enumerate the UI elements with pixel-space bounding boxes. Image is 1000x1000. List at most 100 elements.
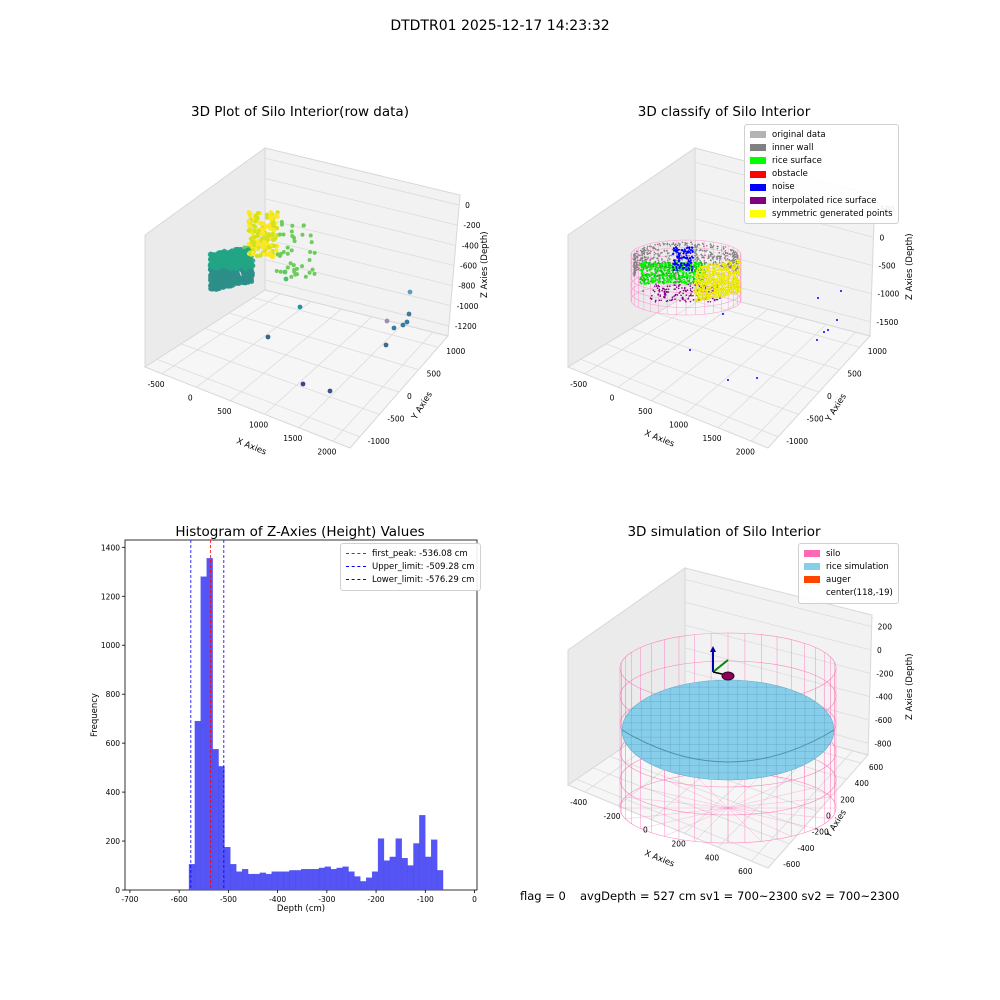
depth-info-text: avgDepth = 527 cm sv1 = 700~2300 sv2 = 7… bbox=[580, 889, 900, 903]
histogram-bar bbox=[425, 856, 432, 891]
chart-z-tick: -800 bbox=[874, 739, 891, 748]
chart3-y-tick: 800 bbox=[106, 690, 121, 699]
chart2-noise-point bbox=[689, 349, 691, 351]
chart-y-tick: 600 bbox=[869, 763, 884, 772]
chart1-x-label: X Axies bbox=[235, 437, 268, 458]
chart2-noise-point bbox=[840, 290, 842, 292]
chart3-y-tick: 1000 bbox=[101, 641, 120, 650]
chart-x-tick: -400 bbox=[570, 798, 587, 807]
histogram-bar bbox=[194, 720, 201, 891]
chart4-legend-entry: center(118,-19) bbox=[804, 587, 893, 600]
histogram-bar bbox=[336, 867, 343, 891]
chart1-y-ticks: -1000 -500 0 500 1000 bbox=[368, 347, 466, 446]
histogram-bar bbox=[242, 869, 249, 891]
chart4-x-ticks: -400 -200 0 200 400 600 bbox=[570, 798, 753, 876]
chart2-legend-entry: symmetric generated points bbox=[750, 207, 893, 220]
legend-label: auger bbox=[826, 574, 851, 585]
chart-x-tick: -500 bbox=[570, 380, 587, 389]
histogram-bar bbox=[212, 749, 219, 891]
chart2-x-ticks: -500 0 500 1000 1500 2000 bbox=[570, 380, 755, 457]
chart-x-tick: -500 bbox=[148, 380, 165, 389]
legend-swatch bbox=[750, 157, 766, 165]
histogram-bar bbox=[277, 871, 284, 891]
chart-x-tick: 2000 bbox=[317, 447, 336, 456]
chart-x-tick: 600 bbox=[738, 867, 753, 876]
chart3-x-tick: -200 bbox=[368, 895, 385, 904]
chart3-plot: -700 -600 -500 -400 -300 -200 -100 0 0 200 400 600… bbox=[90, 539, 478, 914]
chart2-legend-entry: original data bbox=[750, 128, 893, 141]
chart3-y-tick: 1400 bbox=[101, 543, 120, 552]
chart-z-tick: 200 bbox=[878, 623, 893, 632]
chart3-x-tick: -600 bbox=[171, 895, 188, 904]
chart2-legend: original data inner wall rice surface obsta… bbox=[744, 124, 899, 225]
chart-z-tick: -800 bbox=[458, 282, 475, 291]
chart-y-tick: -600 bbox=[783, 860, 800, 869]
legend-line-swatch bbox=[346, 553, 366, 555]
legend-label: original data bbox=[772, 129, 826, 140]
chart3-y-tick: 400 bbox=[106, 788, 121, 797]
chart-z-tick: -400 bbox=[876, 693, 893, 702]
histogram-bar bbox=[401, 858, 408, 891]
chart-x-tick: 1000 bbox=[249, 420, 268, 429]
histogram-bar bbox=[259, 872, 266, 891]
chart4-legend-entry: silo bbox=[804, 547, 893, 560]
chart-z-tick: 0 bbox=[465, 201, 470, 210]
chart-x-tick: 0 bbox=[643, 826, 648, 835]
histogram-bar bbox=[318, 867, 326, 891]
chart3-x-tick: -300 bbox=[318, 895, 335, 904]
legend-swatch bbox=[750, 183, 766, 191]
chart2-noise-point bbox=[756, 377, 758, 379]
chart-x-tick: 500 bbox=[638, 407, 653, 416]
histogram-bar bbox=[224, 847, 231, 891]
chart1-y-label: Y Axies bbox=[410, 390, 436, 423]
chart-y-tick: -1000 bbox=[368, 437, 390, 446]
histogram-bar bbox=[371, 871, 379, 891]
legend-label: symmetric generated points bbox=[772, 208, 893, 219]
chart3-x-label: Depth (cm) bbox=[277, 904, 325, 914]
histogram-bar bbox=[330, 869, 337, 891]
histogram-bar bbox=[360, 881, 367, 891]
chart2-legend-entry: inner wall bbox=[750, 141, 893, 154]
legend-label: first_peak: -536.08 cm bbox=[372, 548, 468, 559]
chart-x-tick: 500 bbox=[217, 407, 232, 416]
histogram-bar bbox=[395, 838, 402, 891]
chart1-point bbox=[404, 319, 410, 325]
legend-swatch bbox=[804, 590, 820, 597]
histogram-bar bbox=[206, 558, 213, 891]
histogram-bar bbox=[265, 873, 272, 891]
chart3-x-tick: -400 bbox=[269, 895, 286, 904]
histogram-bar bbox=[307, 869, 314, 891]
histogram-bar bbox=[354, 876, 361, 891]
chart-y-tick: 1000 bbox=[446, 347, 465, 356]
legend-label: rice surface bbox=[772, 155, 822, 166]
chart-z-tick: -600 bbox=[460, 262, 477, 271]
histogram-bar bbox=[295, 870, 302, 891]
chart2-noise-point bbox=[827, 329, 829, 331]
chart2-noise-point bbox=[823, 331, 825, 333]
histogram-bar bbox=[283, 871, 290, 891]
chart-x-tick: 200 bbox=[672, 839, 687, 848]
chart-z-tick: -1200 bbox=[455, 322, 477, 331]
chart2-noise-point bbox=[836, 319, 838, 321]
legend-label: Upper_limit: -509.28 cm bbox=[372, 561, 475, 572]
legend-swatch bbox=[804, 563, 820, 571]
chart3-y-tick: 1200 bbox=[101, 592, 120, 601]
legend-label: obstacle bbox=[772, 169, 808, 180]
legend-label: center(118,-19) bbox=[826, 588, 893, 599]
histogram-bar bbox=[324, 866, 331, 891]
legend-swatch bbox=[804, 576, 820, 584]
chart4-title: 3D simulation of Silo Interior bbox=[627, 524, 821, 540]
histogram-bar bbox=[366, 877, 373, 891]
histogram-bar bbox=[271, 871, 278, 891]
chart3-x-tick: 0 bbox=[472, 895, 477, 904]
chart2-legend-entry: noise bbox=[750, 181, 893, 194]
chart2-noise-point bbox=[722, 313, 724, 315]
chart-z-tick: -1000 bbox=[457, 302, 479, 311]
legend-label: rice simulation bbox=[826, 561, 889, 572]
chart3-y-tick: 600 bbox=[106, 739, 121, 748]
chart2-plot: -500 0 500 1000 1500 2000 -1000 -500 0 500 1000 5… bbox=[566, 147, 915, 457]
legend-swatch bbox=[750, 197, 766, 205]
chart3-title: Histogram of Z-Axies (Height) Values bbox=[175, 524, 425, 540]
histogram-bar bbox=[247, 873, 255, 891]
chart2-legend-entry: rice surface bbox=[750, 154, 893, 167]
